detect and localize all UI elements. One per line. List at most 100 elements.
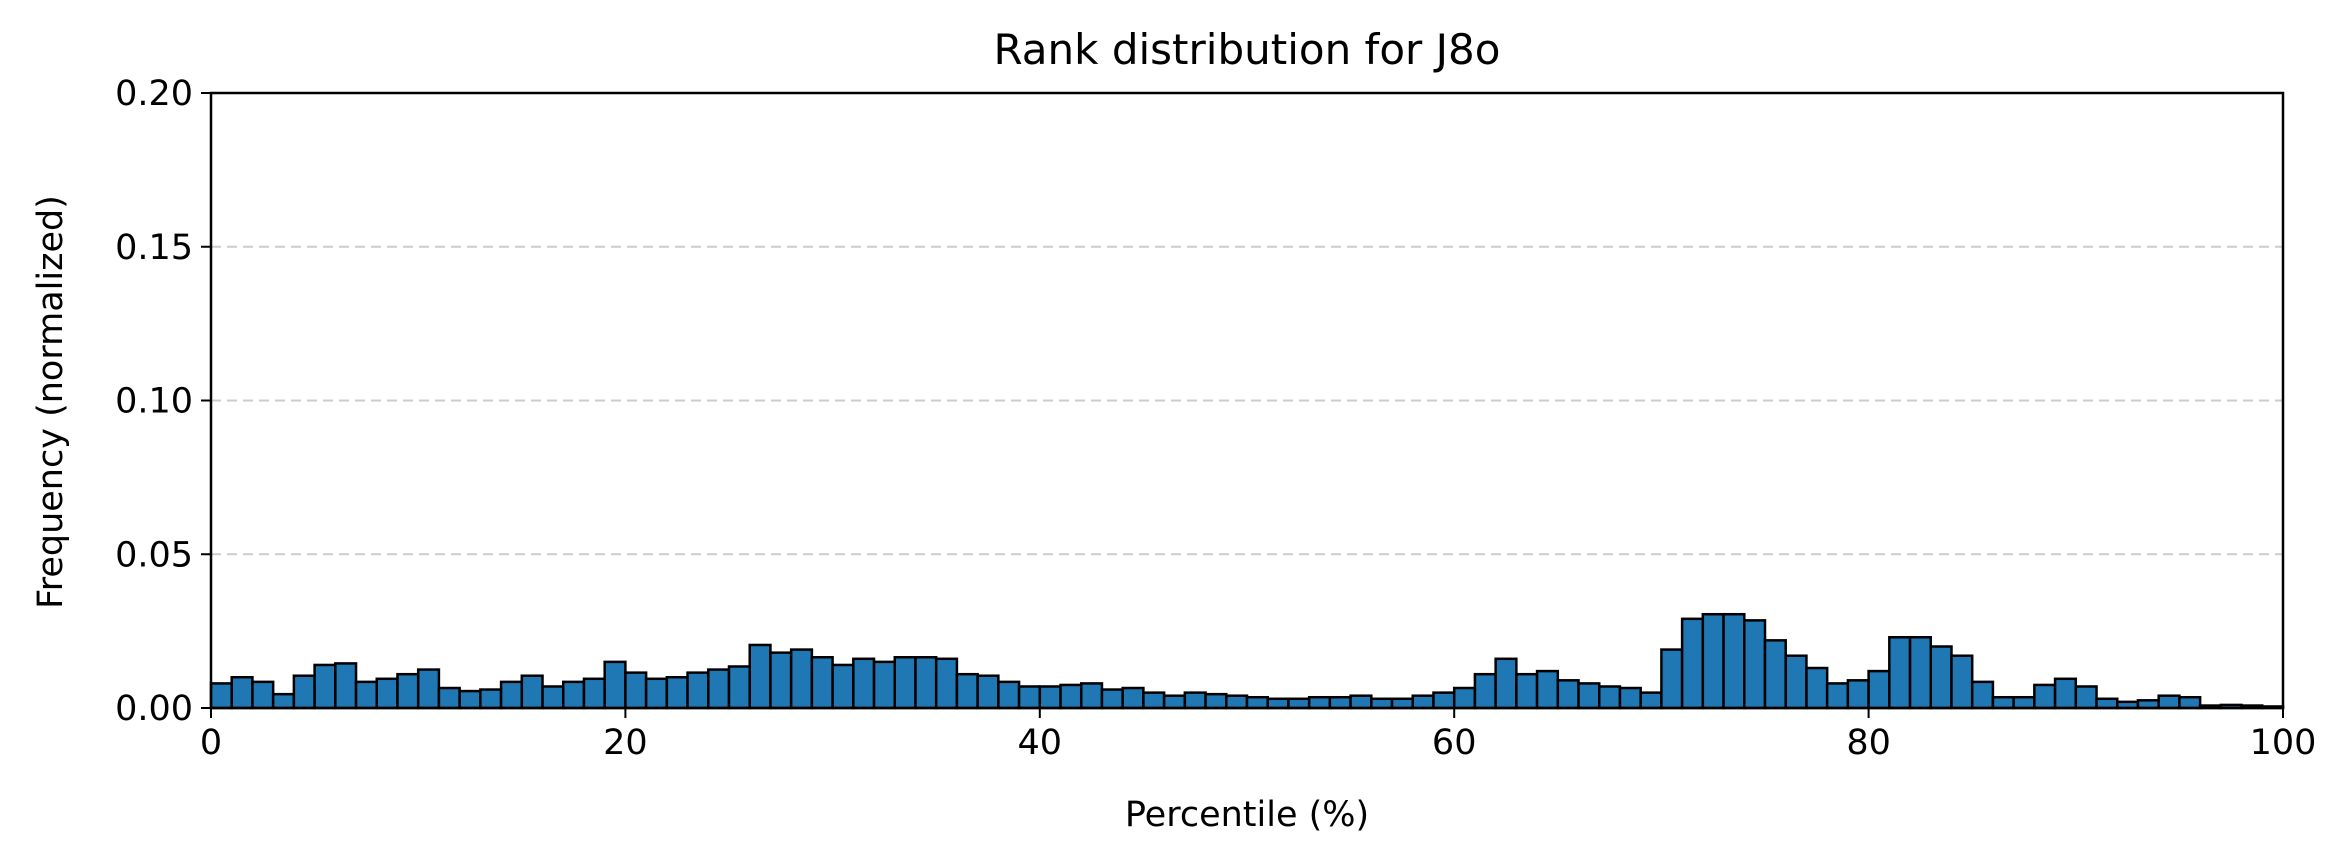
bar-2 xyxy=(251,680,275,710)
bar-48 xyxy=(1204,692,1228,710)
x-tick-label-0: 0 xyxy=(200,723,222,763)
bar-5 xyxy=(313,663,337,710)
bar-63 xyxy=(1515,672,1539,710)
bar-27 xyxy=(769,651,793,710)
bar-34 xyxy=(914,656,938,710)
bar-91 xyxy=(2095,697,2119,710)
bar-30 xyxy=(831,663,855,710)
x-tick-label-1: 20 xyxy=(603,723,648,763)
histogram-bars xyxy=(209,612,2285,710)
bar-20 xyxy=(624,671,648,710)
bar-36 xyxy=(955,672,979,710)
bar-90 xyxy=(2074,685,2098,710)
bar-16 xyxy=(541,685,565,710)
y-tick-label-2: 0.10 xyxy=(115,382,193,422)
bar-75 xyxy=(1763,639,1787,710)
bar-26 xyxy=(748,643,772,710)
bar-35 xyxy=(934,657,959,710)
x-tick-label-5: 100 xyxy=(2250,723,2317,763)
chart-title: Rank distribution for J8o xyxy=(994,25,1501,74)
bar-78 xyxy=(1825,682,1850,710)
bar-88 xyxy=(2033,683,2057,710)
y-tick-label-0: 0.00 xyxy=(115,689,193,729)
bar-85 xyxy=(1970,680,1995,710)
bar-9 xyxy=(396,672,420,710)
bar-82 xyxy=(1908,636,1933,710)
bar-52 xyxy=(1287,697,1311,710)
bar-70 xyxy=(1660,648,1684,710)
bar-19 xyxy=(603,660,627,710)
axes: 0 20 40 60 80 100 0.00 0.05 0.10 0.15 0.20 xyxy=(115,74,2316,763)
bar-57 xyxy=(1390,697,1415,710)
bar-17 xyxy=(561,680,586,710)
grid-lines xyxy=(211,92,2283,556)
bar-37 xyxy=(976,674,1000,710)
bar-79 xyxy=(1846,679,1870,710)
bar-33 xyxy=(893,656,917,710)
bar-62 xyxy=(1494,657,1518,710)
bar-29 xyxy=(810,656,834,710)
bar-55 xyxy=(1349,694,1373,710)
bar-7 xyxy=(354,680,379,710)
x-tick-label-4: 80 xyxy=(1846,723,1891,763)
y-tick-label-1: 0.05 xyxy=(115,535,193,575)
bar-94 xyxy=(2157,694,2181,710)
bar-32 xyxy=(872,660,897,710)
bar-54 xyxy=(1328,695,1352,710)
bar-67 xyxy=(1597,685,1622,710)
bar-71 xyxy=(1680,617,1705,710)
bar-3 xyxy=(271,692,296,710)
y-tick-label-4: 0.20 xyxy=(115,74,193,114)
bar-68 xyxy=(1618,686,1642,710)
x-tick-label-3: 60 xyxy=(1432,723,1477,763)
bar-56 xyxy=(1370,697,1394,710)
bar-83 xyxy=(1929,645,1953,710)
bar-81 xyxy=(1888,636,1912,710)
bar-86 xyxy=(1991,695,2015,710)
bar-45 xyxy=(1142,691,1166,710)
bar-4 xyxy=(292,674,316,710)
bar-74 xyxy=(1743,619,1767,710)
bar-46 xyxy=(1162,694,1187,710)
bar-60 xyxy=(1452,686,1477,710)
bar-40 xyxy=(1038,685,1062,710)
bar-76 xyxy=(1784,654,1808,710)
x-axis-title: Percentile (%) xyxy=(1125,795,1369,835)
bar-95 xyxy=(2178,695,2202,710)
bar-61 xyxy=(1473,672,1497,710)
bar-31 xyxy=(852,657,876,710)
bar-72 xyxy=(1701,612,1725,710)
bar-39 xyxy=(1017,685,1042,710)
bar-51 xyxy=(1266,697,1290,710)
bar-89 xyxy=(2053,677,2078,710)
y-tick-label-3: 0.15 xyxy=(115,228,193,268)
bar-28 xyxy=(789,648,814,710)
bar-65 xyxy=(1556,679,1580,710)
bar-58 xyxy=(1411,694,1435,710)
bar-44 xyxy=(1121,686,1145,710)
bar-24 xyxy=(707,668,731,710)
bar-49 xyxy=(1225,694,1249,710)
bar-10 xyxy=(416,668,441,710)
bar-59 xyxy=(1432,691,1456,710)
bar-50 xyxy=(1245,695,1269,710)
bar-64 xyxy=(1535,669,1560,710)
y-axis-title: Frequency (normalized) xyxy=(31,195,71,609)
bar-12 xyxy=(458,689,482,710)
bar-38 xyxy=(997,680,1021,710)
x-tick-label-2: 40 xyxy=(1018,723,1063,763)
bar-21 xyxy=(644,677,669,710)
bar-47 xyxy=(1183,691,1207,710)
bar-18 xyxy=(582,677,606,710)
bar-25 xyxy=(727,665,751,710)
bar-0 xyxy=(209,682,233,710)
bar-53 xyxy=(1307,695,1332,710)
bar-8 xyxy=(375,677,399,710)
bar-15 xyxy=(520,674,544,710)
bar-66 xyxy=(1577,682,1601,710)
bar-42 xyxy=(1079,682,1104,710)
bar-1 xyxy=(230,676,254,710)
bar-84 xyxy=(1950,654,1974,710)
